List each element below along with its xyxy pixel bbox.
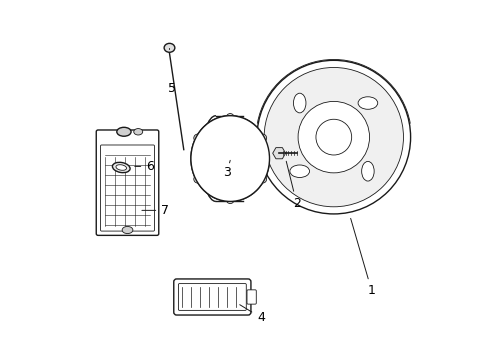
Ellipse shape [258,134,266,142]
Circle shape [315,119,351,155]
Ellipse shape [112,162,130,173]
Ellipse shape [229,154,238,163]
Ellipse shape [219,143,247,175]
Ellipse shape [117,127,131,136]
Ellipse shape [122,226,133,234]
Text: 7: 7 [142,204,169,217]
Circle shape [264,67,403,207]
Ellipse shape [226,152,241,166]
Ellipse shape [193,175,201,183]
Ellipse shape [134,129,142,135]
Ellipse shape [293,93,305,113]
Polygon shape [272,148,285,159]
Ellipse shape [226,113,234,121]
FancyBboxPatch shape [246,290,256,304]
Ellipse shape [190,116,269,202]
Text: 6: 6 [135,160,154,173]
Circle shape [298,102,369,173]
Circle shape [257,60,410,214]
Text: 2: 2 [285,161,300,210]
Text: 5: 5 [167,82,175,95]
Ellipse shape [193,134,201,142]
Ellipse shape [116,165,126,170]
Ellipse shape [258,175,266,183]
Ellipse shape [198,123,262,194]
Text: 4: 4 [239,305,264,324]
Text: 3: 3 [223,160,230,179]
Ellipse shape [361,161,373,181]
Ellipse shape [164,43,175,52]
Ellipse shape [226,196,234,203]
FancyBboxPatch shape [96,130,159,235]
Ellipse shape [357,97,377,109]
Ellipse shape [227,152,240,165]
Text: 1: 1 [350,219,375,297]
Ellipse shape [190,116,269,202]
Ellipse shape [289,165,309,177]
FancyBboxPatch shape [173,279,250,315]
